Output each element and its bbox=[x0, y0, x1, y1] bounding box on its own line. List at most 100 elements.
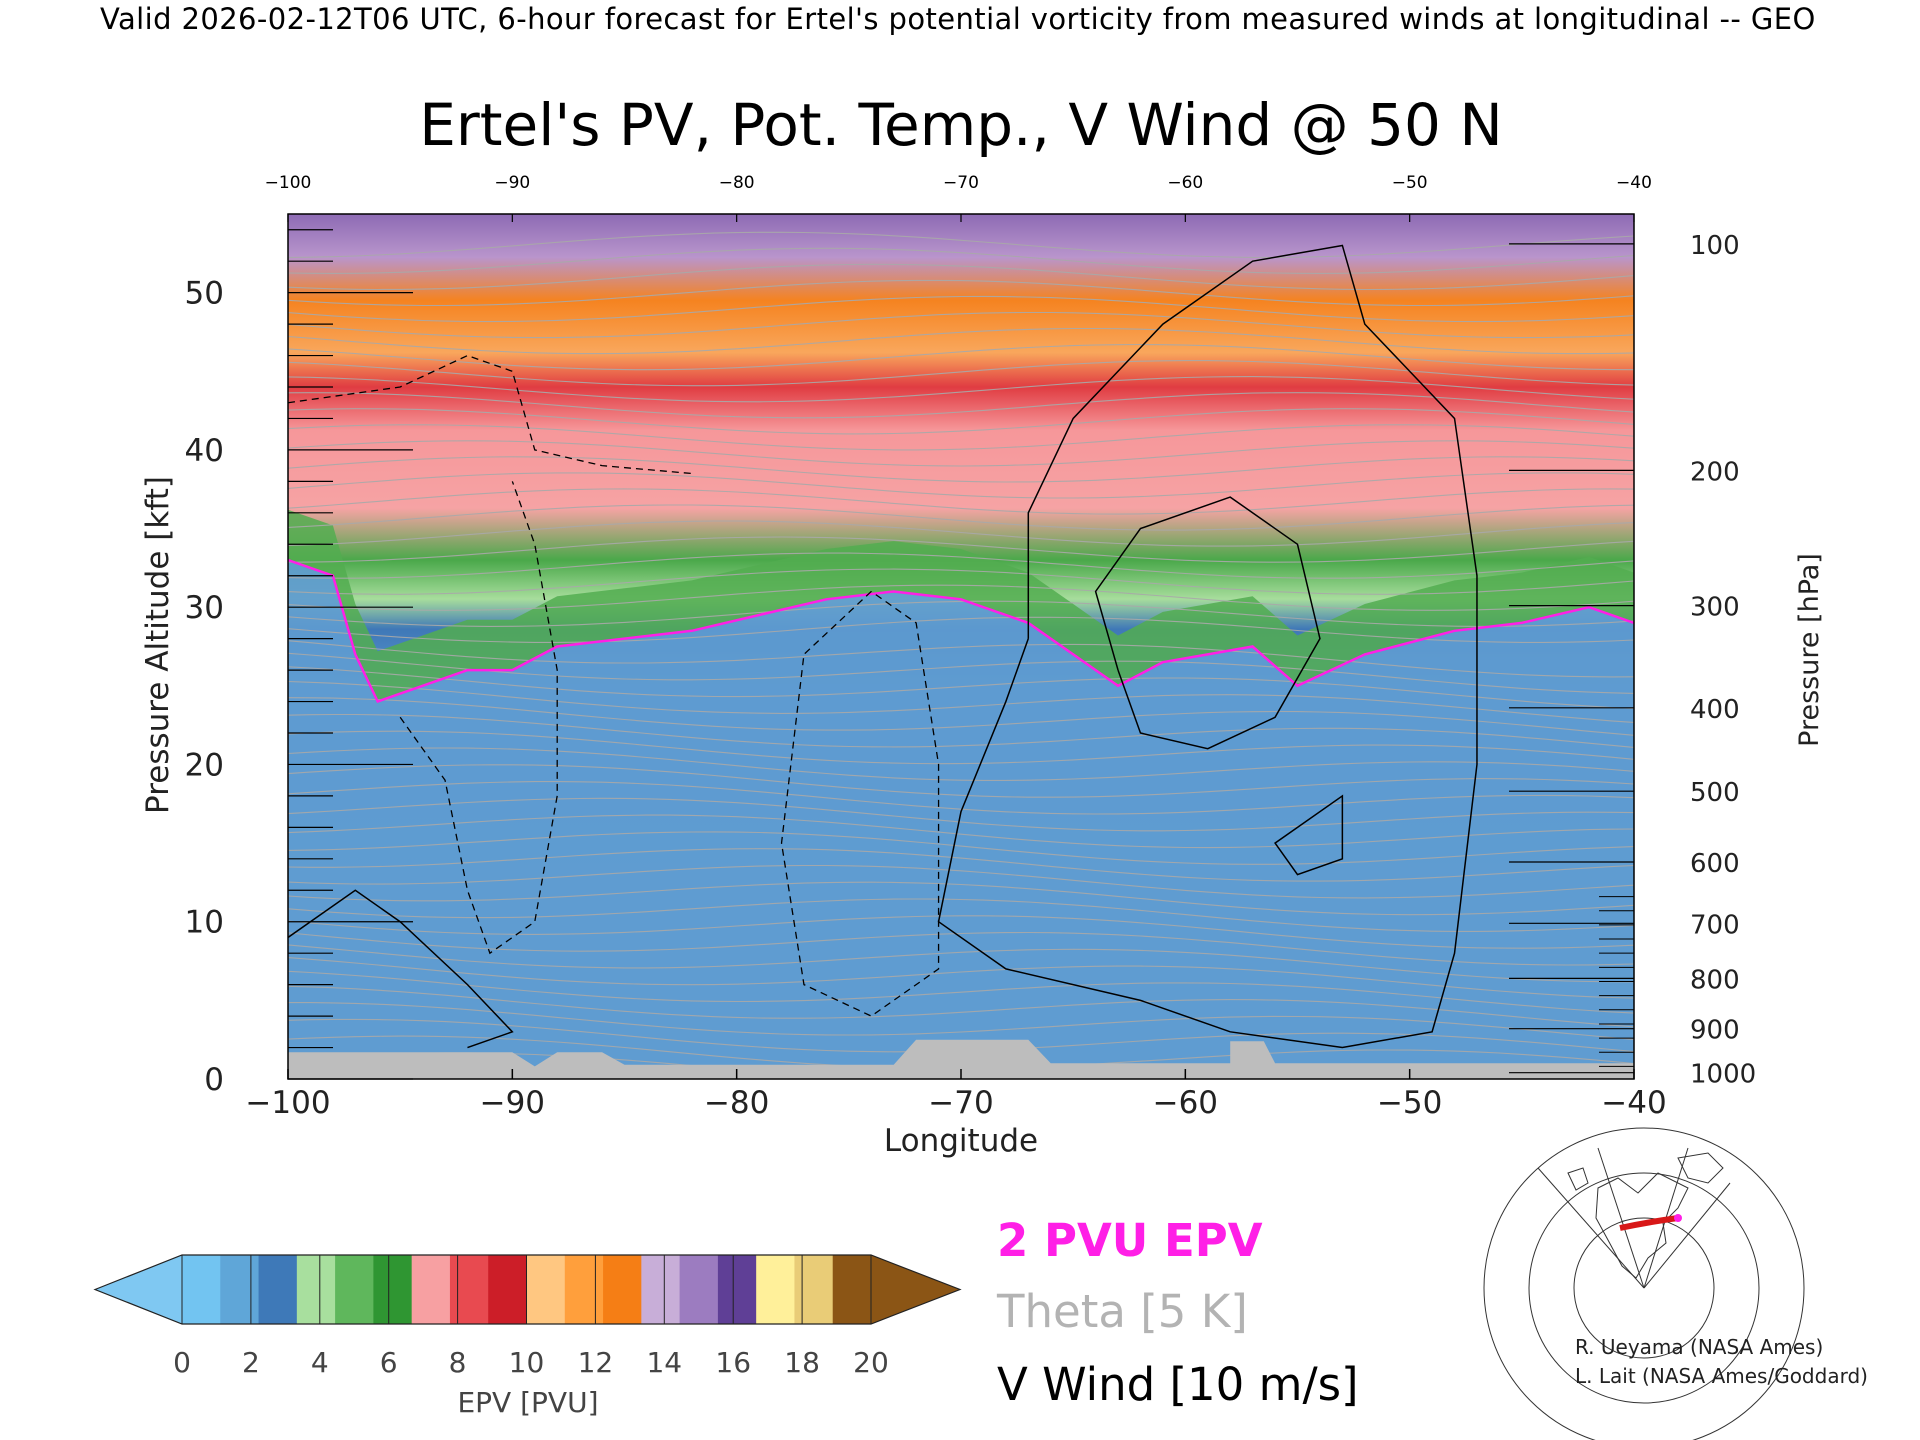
v-wind-10-contour bbox=[1094, 496, 1321, 750]
theta-contour bbox=[288, 985, 1634, 1028]
theta-contour bbox=[288, 311, 1634, 339]
colorbar-segment bbox=[220, 1255, 260, 1324]
theta-contour bbox=[288, 472, 1634, 499]
theta-contour bbox=[288, 713, 1634, 748]
theta-contour bbox=[288, 376, 1634, 403]
x-tick-label: −40 bbox=[1601, 1085, 1666, 1121]
legend-vwind: V Wind [10 m/s] bbox=[997, 1358, 1359, 1411]
theta-contour bbox=[288, 957, 1634, 999]
theta-contour bbox=[288, 848, 1634, 882]
x-top-tick-label: −40 bbox=[1616, 173, 1652, 193]
colorbar-over-arrow bbox=[871, 1255, 960, 1324]
theta-contour bbox=[288, 279, 1634, 307]
colorbar-tick-label: 6 bbox=[380, 1346, 398, 1379]
theta-contour bbox=[288, 931, 1634, 966]
theta-contour bbox=[288, 488, 1634, 515]
colorbar-tick-label: 20 bbox=[853, 1346, 889, 1379]
x-tick-label: −80 bbox=[704, 1085, 769, 1121]
theta-contour bbox=[288, 831, 1634, 865]
theta-contour bbox=[288, 456, 1634, 483]
x-top-tick-label: −90 bbox=[494, 173, 530, 193]
colorbar: 0 2 4 6 8 10 12 14 16 18 20 bbox=[93, 1254, 962, 1379]
tropopause-2pvu-line bbox=[288, 558, 1634, 704]
colorbar-segment bbox=[373, 1255, 413, 1324]
theta-contour bbox=[288, 680, 1634, 723]
colorbar-tick-label: 2 bbox=[242, 1346, 260, 1379]
colorbar-segment bbox=[488, 1255, 528, 1324]
credit-2: L. Lait (NASA Ames/Goddard) bbox=[1575, 1364, 1868, 1388]
colorbar-segment bbox=[335, 1255, 374, 1324]
theta-contour bbox=[288, 747, 1634, 781]
x-top-tick-label: −100 bbox=[265, 173, 312, 193]
theta-contour bbox=[288, 408, 1634, 435]
x-tick-label: −100 bbox=[245, 1085, 330, 1121]
pressure-tick-label: 900 bbox=[1690, 1016, 1740, 1046]
theta-contour bbox=[288, 247, 1634, 274]
theta-contour bbox=[288, 552, 1634, 579]
credit-1: R. Ueyama (NASA Ames) bbox=[1575, 1335, 1823, 1359]
colorbar-segment bbox=[411, 1255, 451, 1324]
colorbar-segment bbox=[526, 1255, 566, 1324]
theta-contour bbox=[288, 730, 1634, 765]
theta-contour bbox=[288, 781, 1634, 815]
y-axis-left: 0 10 20 30 40 50 bbox=[185, 229, 413, 1098]
colorbar-segment bbox=[564, 1255, 604, 1324]
theta-contour bbox=[288, 898, 1634, 932]
colorbar-tick-label: 18 bbox=[784, 1346, 820, 1379]
theta-contour bbox=[288, 915, 1634, 949]
y-tick-label: 0 bbox=[204, 1062, 224, 1098]
colorbar-segment bbox=[603, 1255, 642, 1324]
v-wind-contours bbox=[288, 244, 1478, 1049]
pressure-tick-label: 700 bbox=[1690, 910, 1740, 940]
theta-contour bbox=[288, 231, 1634, 258]
x-tick-label: −50 bbox=[1377, 1085, 1442, 1121]
theta-contour bbox=[288, 970, 1634, 1014]
theta-contour bbox=[288, 424, 1634, 451]
theta-contour bbox=[288, 343, 1634, 371]
theta-contour bbox=[288, 944, 1634, 983]
v-wind-negative-contour bbox=[780, 590, 940, 1017]
legend-theta: Theta [5 K] bbox=[996, 1285, 1248, 1338]
y-tick-label: 30 bbox=[185, 590, 224, 626]
colorbar-tick-label: 16 bbox=[715, 1346, 751, 1379]
y-axis-right-pressure: 100 200 300 400 500 600 700 800 900 1000 bbox=[1509, 231, 1756, 1090]
theta-contour bbox=[288, 881, 1634, 916]
pressure-tick-label: 200 bbox=[1690, 457, 1740, 487]
colorbar-label: EPV [PVU] bbox=[457, 1386, 598, 1419]
colorbar-tick-label: 14 bbox=[646, 1346, 682, 1379]
theta-contour bbox=[288, 327, 1634, 355]
colorbar-segment bbox=[756, 1255, 796, 1324]
legend-2pvu: 2 PVU EPV bbox=[997, 1214, 1263, 1267]
x-top-tick-label: −50 bbox=[1392, 173, 1428, 193]
y-tick-label: 20 bbox=[185, 747, 224, 783]
theta-contour bbox=[288, 520, 1634, 547]
theta-contour bbox=[288, 666, 1634, 710]
v-wind-negative-contour bbox=[288, 354, 692, 475]
theta-contour bbox=[288, 764, 1634, 798]
colorbar-segment bbox=[296, 1255, 336, 1324]
x-tick-label: −60 bbox=[1153, 1085, 1218, 1121]
pressure-tick-label: 1000 bbox=[1690, 1060, 1756, 1090]
theta-contour bbox=[288, 584, 1634, 611]
theta-contours bbox=[288, 231, 1634, 1079]
v-wind-small-contour bbox=[1274, 794, 1344, 876]
plot-area bbox=[288, 214, 1634, 1079]
x-axis-label: Longitude bbox=[884, 1123, 1038, 1159]
colorbar-tick-label: 0 bbox=[173, 1346, 191, 1379]
colorbar-segment bbox=[717, 1255, 757, 1324]
theta-contour bbox=[288, 600, 1634, 627]
theta-contour bbox=[288, 814, 1634, 849]
theta-contour bbox=[288, 392, 1634, 419]
pressure-tick-label: 100 bbox=[1690, 231, 1740, 261]
pressure-tick-label: 300 bbox=[1690, 593, 1740, 623]
colorbar-segment bbox=[258, 1255, 298, 1324]
theta-contour bbox=[288, 864, 1634, 899]
colorbar-segment bbox=[641, 1255, 681, 1324]
theta-contour bbox=[288, 568, 1634, 595]
colorbar-segment bbox=[832, 1255, 872, 1324]
theta-contour bbox=[288, 652, 1634, 694]
theta-contour bbox=[288, 1002, 1634, 1041]
theta-contour bbox=[288, 797, 1634, 832]
x-tick-label: −70 bbox=[928, 1085, 993, 1121]
